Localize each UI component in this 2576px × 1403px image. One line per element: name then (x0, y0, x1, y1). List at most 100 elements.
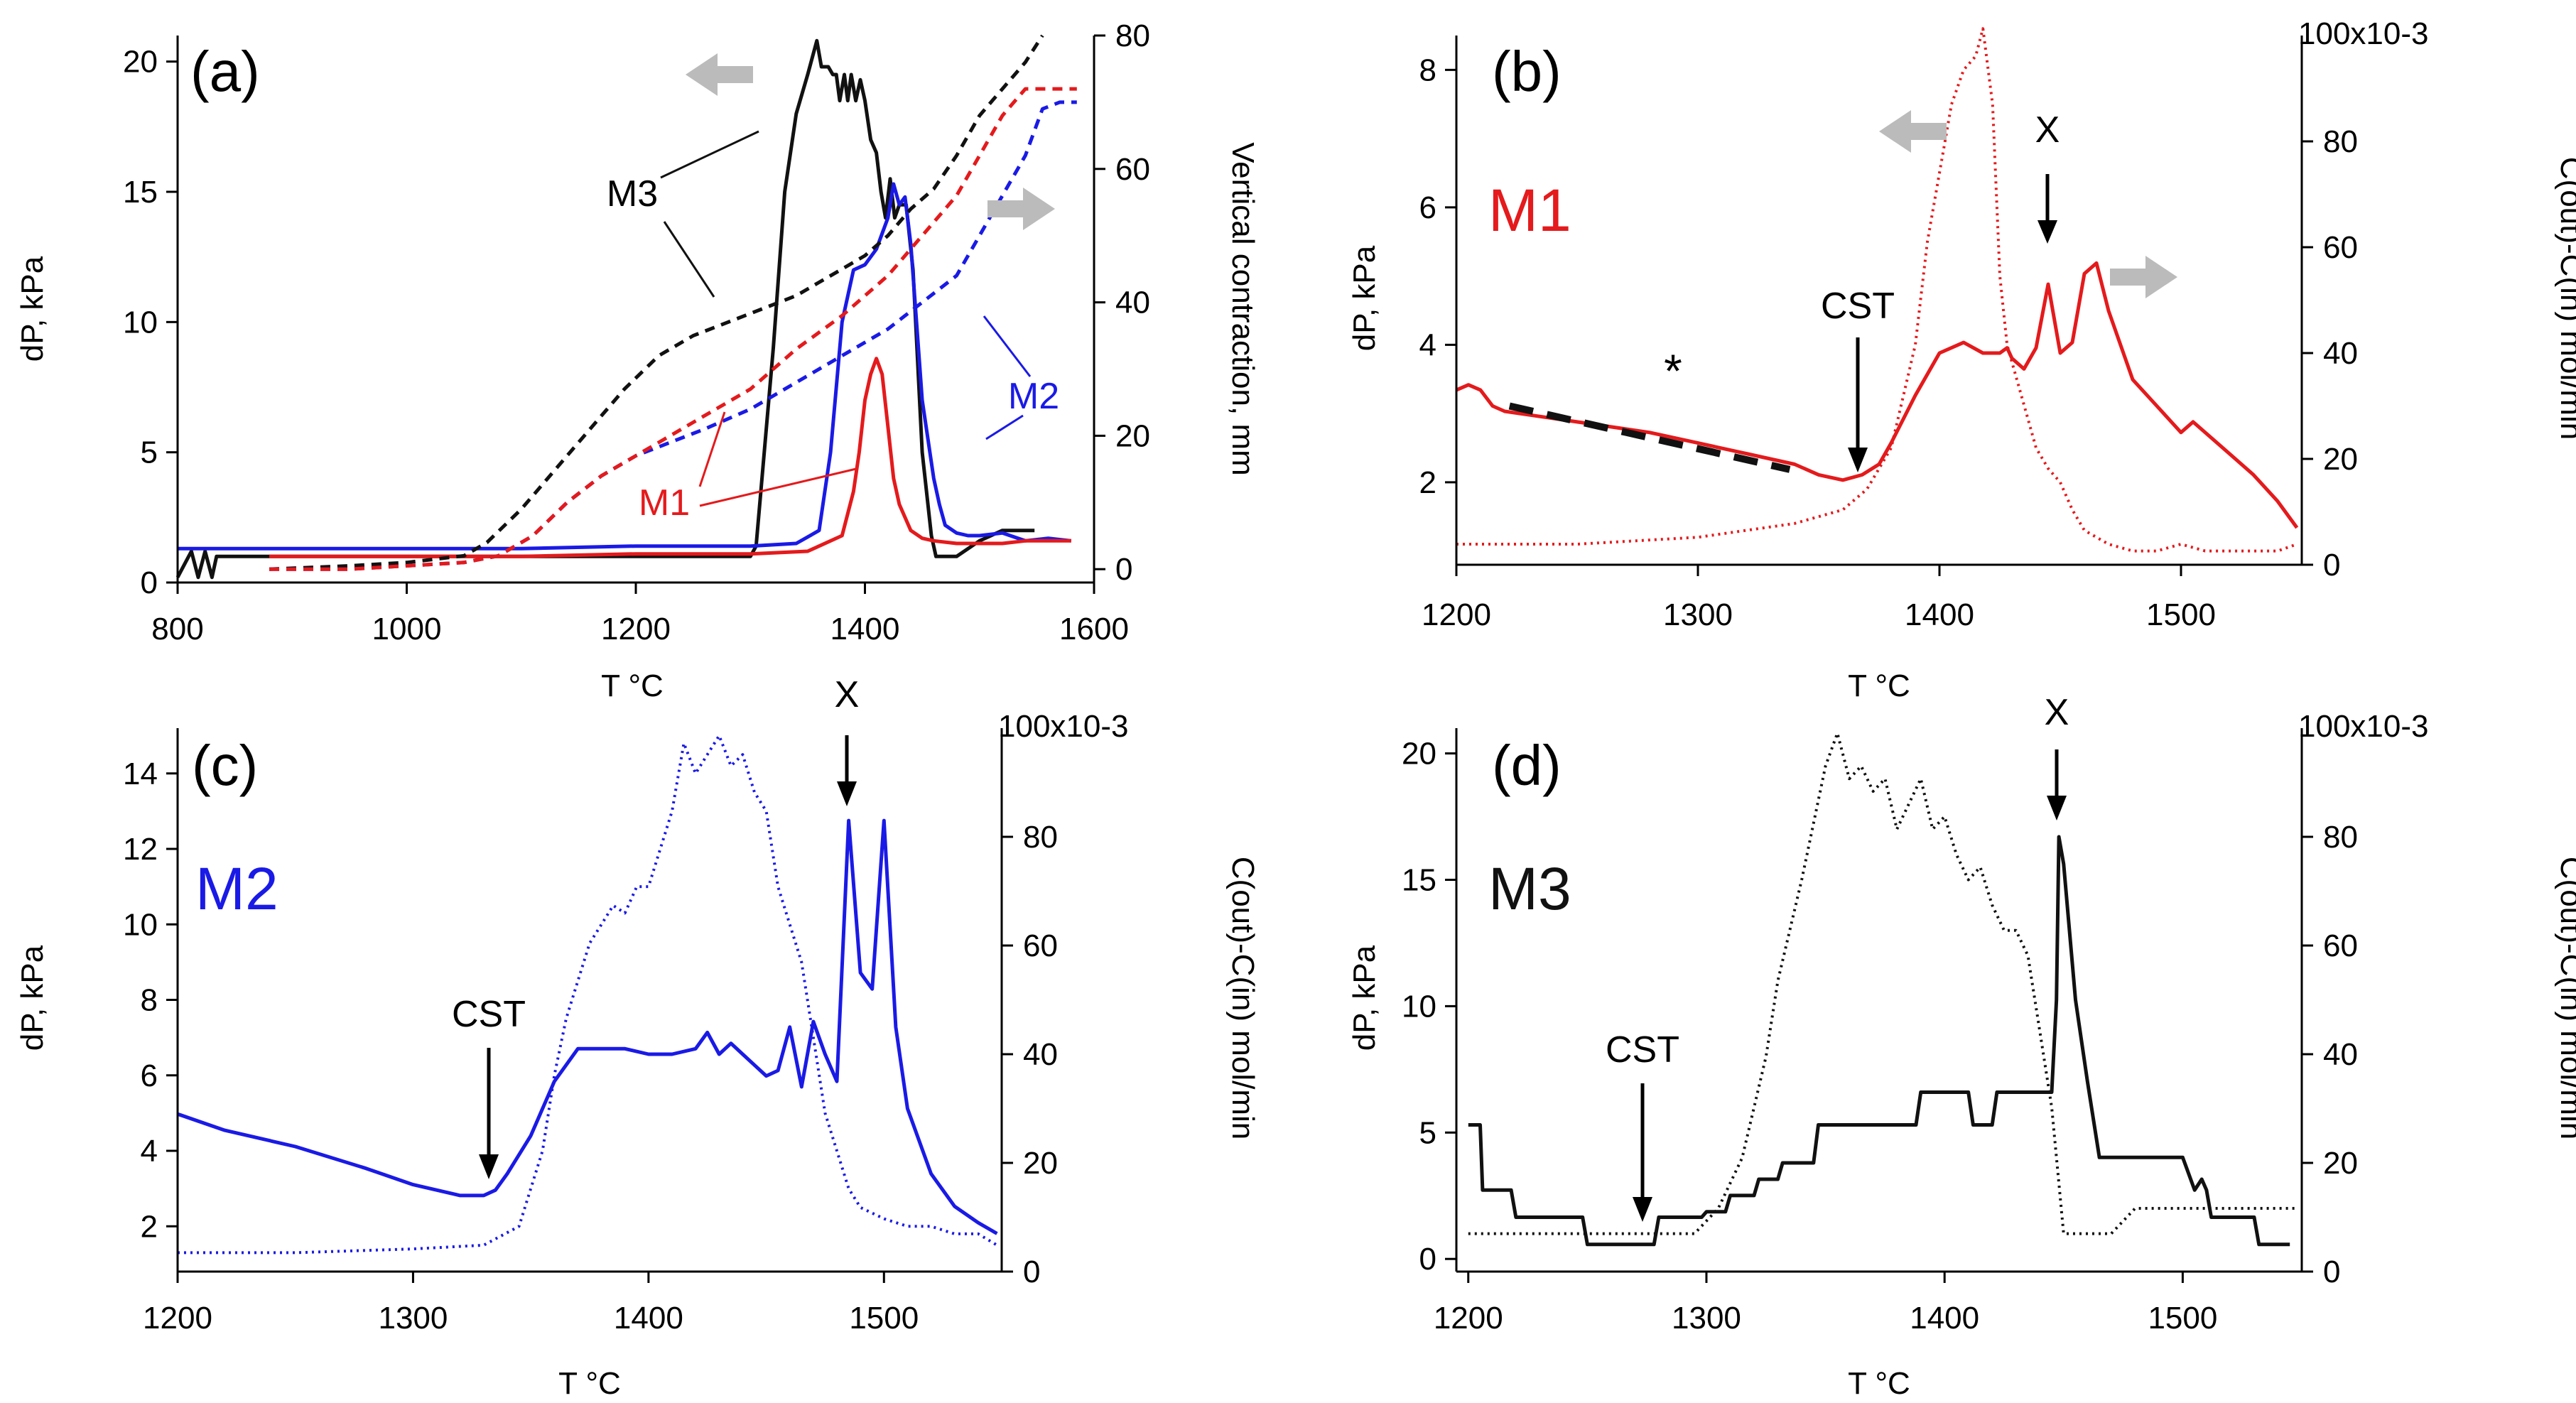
panel-a-x-tick-label: 800 (151, 612, 203, 646)
panel-c-yleft-tick-label: 2 (141, 1209, 158, 1244)
panel-d-yleft-tick-label: 10 (1402, 989, 1436, 1024)
panel-a-x-tick-label: 1400 (830, 612, 900, 646)
panel-a-ylabel-right: Vertical contraction, mm (1225, 142, 1260, 476)
panel-d-series-label: M3 (1488, 855, 1571, 922)
panel-a-yright-tick-label: 0 (1115, 552, 1132, 587)
panel-a-series-2-m1 (269, 357, 1071, 558)
panel-d-letter: (d) (1492, 734, 1562, 797)
panel-b-x-tick-label: 1400 (1905, 597, 1974, 632)
panel-c-series-1-m2-c-out-c-in- (177, 818, 998, 1235)
panel-a-leader-m2-2 (985, 414, 1024, 440)
panel-b-yright-tick-label: 40 (2323, 336, 2358, 371)
panel-c-yright-tick-label: 60 (1023, 928, 1058, 963)
panel-d-yright-tick-label: 60 (2323, 928, 2358, 963)
panel-c-yright-tick-label: 40 (1023, 1037, 1058, 1072)
panel-a-arrow-left (686, 53, 753, 96)
panel-a-x-tick-label: 1600 (1059, 612, 1129, 646)
panel-d-cst-arrow-head (1633, 1197, 1652, 1222)
panel-a-yleft-tick-label: 0 (141, 565, 158, 600)
panel-c-yleft-tick-label: 14 (123, 757, 158, 791)
panel-c-x-label: X (835, 674, 860, 715)
panel-b-yright-tick-label: 80 (2323, 124, 2358, 159)
panel-b-yleft-tick-label: 8 (1419, 53, 1436, 87)
panel-d-x-label: X (2045, 692, 2069, 733)
panel-d-ylabel-left: dP, kPa (1347, 945, 1382, 1051)
panel-a-ticks: 800 1000 1200 1400 1600 0 5 10 15 20 0 20 40 60 80 (123, 18, 1150, 646)
panel-a-series-4-m2 (269, 100, 1077, 571)
panel-a-label-m3: M3 (607, 173, 658, 215)
panel-b-yleft-tick-label: 4 (1419, 327, 1436, 362)
panel-b-series-1-m1-c-out-c-in- (1456, 261, 2299, 529)
panel-a-series-5-m1 (269, 87, 1077, 571)
panel-b-x-tick-label: 1500 (2146, 597, 2216, 632)
panel-a-arrow-right (987, 188, 1055, 230)
panel-c-yleft-tick-label: 8 (141, 983, 158, 1018)
panel-d-yleft-tick-label: 0 (1419, 1242, 1436, 1277)
panel-a-label-m1: M1 (639, 482, 690, 524)
panel-b-cst-arrow-head (1848, 448, 1868, 472)
panel-b-x-label: X (2035, 109, 2060, 151)
panel-b-letter: (b) (1492, 40, 1562, 103)
panel-b-x-tick-label: 1200 (1422, 597, 1491, 632)
panel-b-plot (1456, 27, 2299, 553)
panel-c-x-tick-label: 1400 (614, 1301, 683, 1336)
panel-d-yright-tick-label: 40 (2323, 1037, 2358, 1072)
panel-d-x-arrow-head (2047, 796, 2067, 820)
panel-d-yright-tick-label: 20 (2323, 1146, 2358, 1181)
panel-d-cst-label: CST (1606, 1029, 1679, 1071)
panel-b-xlabel: T °C (1848, 668, 1910, 703)
panel-a-series-0-m3 (175, 38, 1035, 580)
panel-c-cst-arrow-head (479, 1154, 499, 1179)
panel-c-cst-label: CST (452, 994, 526, 1035)
panel-c-yleft-tick-label: 6 (141, 1058, 158, 1093)
panel-a-yright-tick-label: 40 (1115, 286, 1150, 320)
panel-a-yleft-tick-label: 5 (141, 435, 158, 470)
panel-b-x-tick-label: 1300 (1663, 597, 1733, 632)
panel-a-x-tick-label: 1200 (601, 612, 671, 646)
panel-a-yright-tick-label: 80 (1115, 18, 1150, 53)
panel-b-yright-tick-label: 0 (2323, 548, 2340, 583)
panel-d-yleft-tick-label: 15 (1402, 862, 1436, 897)
panel-b-yright-tick-label: 20 (2323, 442, 2358, 477)
panel-c-yleft-tick-label: 12 (123, 832, 158, 867)
panel-c-series-label: M2 (195, 855, 278, 922)
panel-b-yright-tick-label: 60 (2323, 230, 2358, 265)
panel-c-x-tick-label: 1300 (378, 1301, 448, 1336)
panel-b-ylabel-left: dP, kPa (1347, 245, 1382, 351)
panel-d-x-tick-label: 1400 (1910, 1301, 1979, 1336)
panel-a-leader-m2-1 (983, 315, 1032, 377)
panel-a-yleft-tick-label: 10 (123, 305, 158, 340)
panel-a-letter: (a) (190, 40, 260, 103)
panel-d-yleft-tick-label: 5 (1419, 1115, 1436, 1150)
panel-a-leader-m3-1 (660, 130, 759, 179)
panel-d-right-top-label: 100x10-3 (2298, 709, 2428, 744)
panel-a-ylabel-left: dP, kPa (15, 256, 50, 362)
panel-a-xlabel: T °C (601, 668, 664, 703)
panel-c-x-tick-label: 1200 (143, 1301, 212, 1336)
panel-c-ylabel-right: C(out)-C(in) mol/min (1225, 857, 1260, 1139)
panel-b-x-arrow-head (2037, 220, 2057, 244)
panel-c-x-arrow-head (837, 781, 857, 806)
panel-c: 1200 1300 1400 1500 2 4 6 8 10 12 14 0 20 40 60 80 dP, … (15, 674, 1260, 1401)
panel-a-x-tick-label: 1000 (372, 612, 442, 646)
panel-d-yright-tick-label: 0 (2323, 1255, 2340, 1289)
panel-a-leader-m3-2 (663, 221, 715, 298)
panel-b-right-top-label: 100x10-3 (2298, 16, 2428, 51)
panel-b-yleft-tick-label: 6 (1419, 190, 1436, 225)
panel-b-series-0-m1-dp (1456, 27, 2298, 553)
panel-b-series-label: M1 (1488, 177, 1571, 244)
panel-c-series-0-m2-dp (178, 734, 998, 1255)
panel-b-arrow-left (1879, 110, 1947, 153)
panel-a-leader-m1-2 (699, 467, 857, 507)
panel-d-ylabel-right: C(out)-C(in) mol/min (2554, 857, 2576, 1139)
panel-d-x-tick-label: 1500 (2148, 1301, 2217, 1336)
panel-c-yleft-tick-label: 10 (123, 907, 158, 942)
panel-a-yleft-tick-label: 20 (123, 45, 158, 80)
panel-b-cst-label: CST (1821, 286, 1895, 327)
panel-b-arrow-right (2110, 256, 2177, 298)
panel-c-letter: (c) (192, 734, 258, 797)
panel-c-yright-tick-label: 80 (1023, 820, 1058, 855)
panel-d-x-tick-label: 1200 (1434, 1301, 1503, 1336)
